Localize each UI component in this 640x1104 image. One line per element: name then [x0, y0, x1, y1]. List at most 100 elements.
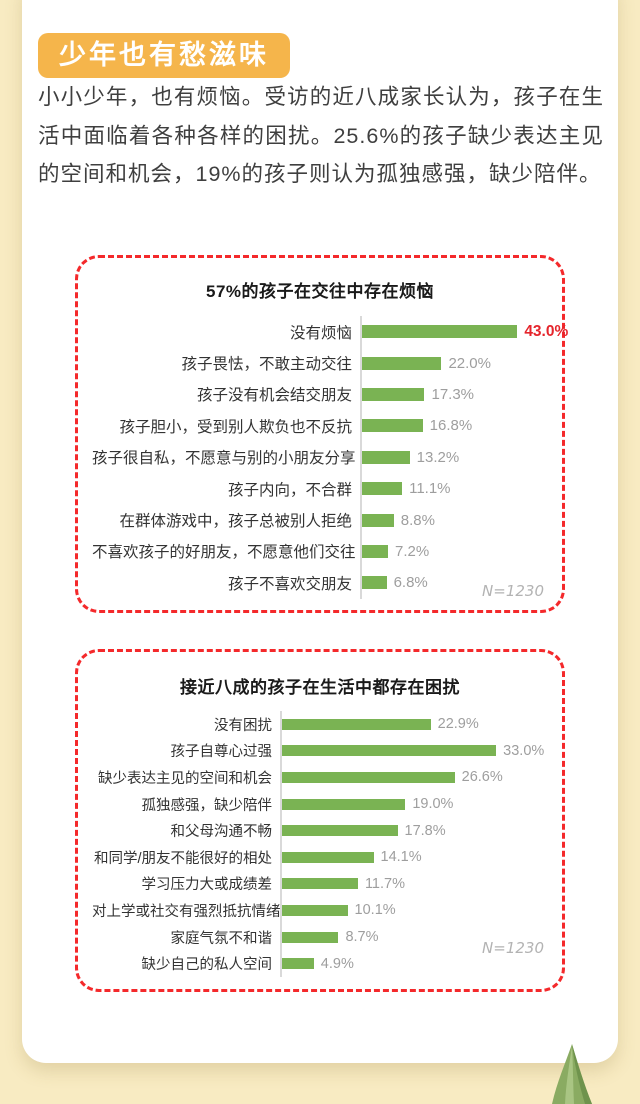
bar-value: 19.0% — [412, 796, 454, 813]
bar-area: 11.7% — [280, 870, 552, 898]
bar-label: 缺少表达主见的空间和机会 — [98, 770, 272, 787]
bar-value: 11.7% — [364, 875, 405, 892]
bar-value: 6.8% — [393, 574, 428, 592]
section-title-badge: 少年也有愁滋味 — [38, 33, 290, 78]
bar-value: 4.9% — [320, 955, 354, 972]
bar-area: 10.1% — [280, 897, 552, 924]
bar-area: 43.0% — [360, 316, 568, 348]
bar-value: 14.1% — [380, 849, 422, 866]
bar-label: 没有困扰 — [214, 717, 272, 734]
bar-row: 和同学/朋友不能很好的相处 14.1% — [92, 843, 552, 871]
bar — [362, 450, 410, 464]
bar-row: 孩子不喜欢交朋友 6.8% — [92, 567, 552, 599]
bar — [362, 419, 423, 433]
bar-row: 孤独感强，缺少陪伴 19.0% — [92, 790, 552, 818]
bar — [362, 325, 518, 339]
bar-row: 不喜欢孩子的好朋友，不愿意他们交往 7.2% — [92, 535, 552, 568]
bar — [362, 356, 442, 370]
bar-area: 19.0% — [280, 790, 552, 818]
bar-row: 缺少表达主见的空间和机会 26.6% — [92, 764, 552, 791]
bar-label: 学习压力大或成绩差 — [141, 877, 273, 894]
bar-area: 16.8% — [360, 410, 552, 442]
bar-value: 16.8% — [429, 417, 473, 435]
bar-row: 孩子畏怯，不敢主动交往 22.0% — [92, 347, 552, 379]
bar-label: 在群体游戏中，孩子总被别人拒绝 — [119, 513, 352, 531]
bar-area: 17.3% — [360, 378, 552, 411]
bar-area: 11.1% — [360, 472, 552, 505]
bar-area: 33.0% — [280, 737, 552, 765]
leaf-decoration-icon — [552, 1044, 592, 1104]
bar-value: 33.0% — [503, 742, 545, 759]
bar — [282, 745, 497, 757]
bar-value: 22.0% — [448, 354, 491, 372]
bar-row: 没有困扰 22.9% — [92, 711, 552, 738]
bar-row: 没有烦恼 43.0% — [92, 316, 568, 348]
bar — [362, 482, 403, 496]
bar-value: 7.2% — [395, 542, 430, 560]
bar-value: 10.1% — [354, 902, 396, 919]
bar-row: 孩子自尊心过强 33.0% — [92, 737, 552, 765]
bar-row: 家庭气氛不和谐 8.7% — [92, 923, 552, 951]
bar-area: 4.9% — [280, 950, 552, 977]
bar-value: 17.8% — [404, 822, 446, 839]
bar-row: 孩子没有机会结交朋友 17.3% — [92, 378, 552, 411]
bar-label: 缺少自己的私人空间 — [141, 957, 273, 974]
bar-area: 22.0% — [360, 347, 552, 379]
bar-label: 孩子畏怯，不敢主动交往 — [181, 356, 352, 374]
bar-chart: 没有困扰 22.9% 孩子自尊心过强 33.0% 缺少表达主见的空间和机会 26.6% 孤独… — [92, 711, 552, 977]
bar-label: 没有烦恼 — [289, 324, 352, 342]
bar-area: 26.6% — [280, 764, 552, 791]
bar-row: 学习压力大或成绩差 11.7% — [92, 870, 552, 898]
bar-area: 8.7% — [280, 923, 552, 951]
bar — [282, 904, 348, 916]
bar-label: 不喜欢孩子的好朋友，不愿意他们交往 — [92, 544, 356, 562]
bar-value: 26.6% — [461, 769, 503, 786]
bar-row: 缺少自己的私人空间 4.9% — [92, 950, 552, 977]
chart-title: 接近八成的孩子在生活中都存在困扰 — [180, 678, 460, 697]
bar-label: 孤独感强，缺少陪伴 — [141, 797, 273, 814]
bar — [282, 851, 374, 863]
bar-area: 7.2% — [360, 535, 552, 568]
bar — [282, 771, 455, 783]
bar — [362, 387, 425, 401]
bar-label: 和父母沟通不畅 — [170, 824, 273, 841]
bar-value: 8.8% — [400, 511, 435, 529]
chart-title: 57%的孩子在交往中存在烦恼 — [205, 282, 435, 301]
bar-area: 22.9% — [280, 711, 552, 738]
bar — [282, 878, 358, 890]
bar-row: 在群体游戏中，孩子总被别人拒绝 8.8% — [92, 504, 552, 536]
bar-row: 和父母沟通不畅 17.8% — [92, 817, 552, 844]
bar-area: 13.2% — [360, 441, 552, 473]
bar-row: 孩子内向，不合群 11.1% — [92, 472, 552, 505]
bar-area: 14.1% — [280, 843, 552, 871]
bar — [362, 513, 394, 527]
bar-label: 对上学或社交有强烈抵抗情绪 — [92, 903, 281, 920]
bar-row: 对上学或社交有强烈抵抗情绪 10.1% — [92, 897, 552, 924]
bar-label: 孩子内向，不合群 — [227, 481, 352, 499]
bar-area: 6.8% — [360, 567, 552, 599]
bar-label: 孩子自尊心过强 — [170, 744, 273, 761]
bar — [282, 958, 314, 970]
bar — [282, 798, 406, 810]
bar-row: 孩子很自私，不愿意与别的小朋友分享 13.2% — [92, 441, 552, 473]
content-card: 少年也有愁滋味 小小少年，也有烦恼。受访的近八成家长认为，孩子在生活中面临着各种… — [22, 0, 618, 1063]
bar — [282, 718, 431, 730]
intro-paragraph: 小小少年，也有烦恼。受访的近八成家长认为，孩子在生活中面临着各种各样的困扰。25… — [38, 85, 604, 186]
bar-value: 22.9% — [437, 716, 479, 733]
bar-label: 和同学/朋友不能很好的相处 — [93, 850, 272, 867]
bar-value: 13.2% — [416, 448, 460, 466]
bar — [362, 576, 387, 590]
bar-row: 孩子胆小，受到别人欺负也不反抗 16.8% — [92, 410, 552, 442]
bar-value: 8.7% — [345, 929, 379, 946]
bar-label: 孩子胆小，受到别人欺负也不反抗 — [119, 418, 352, 436]
bar-label: 孩子很自私，不愿意与别的小朋友分享 — [92, 450, 356, 468]
sample-size-note: N=1230 — [482, 939, 544, 957]
bar-value: 11.1% — [409, 480, 451, 498]
sample-size-note: N=1230 — [482, 582, 544, 600]
bar-area: 8.8% — [360, 504, 552, 536]
bar-value: 43.0% — [524, 322, 569, 340]
bar-chart: 没有烦恼 43.0% 孩子畏怯，不敢主动交往 22.0% 孩子没有机会结交朋友 17.3%… — [92, 316, 568, 599]
bar-label: 家庭气氛不和谐 — [170, 930, 273, 947]
bar-value: 17.3% — [431, 385, 475, 403]
